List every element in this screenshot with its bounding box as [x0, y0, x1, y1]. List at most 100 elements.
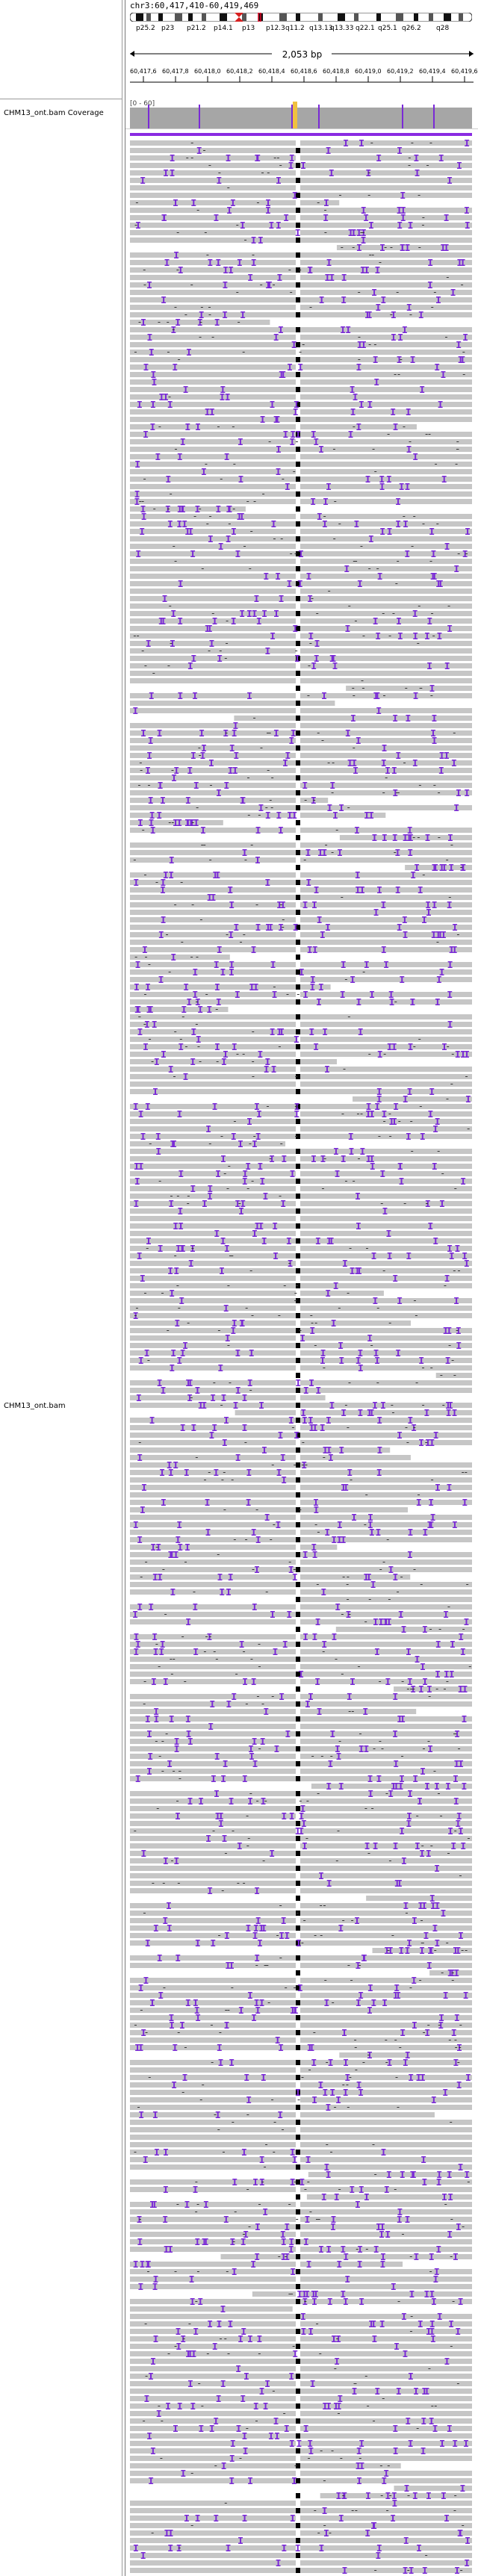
insertion-marker	[392, 311, 394, 318]
insertion-marker	[291, 2007, 294, 2014]
insertion-cap	[259, 1402, 264, 1403]
insertion-marker	[426, 1409, 428, 1416]
insertion-cap	[169, 2014, 174, 2016]
insertion-marker	[243, 849, 246, 856]
insertion-cap	[453, 1781, 459, 1782]
insertion-marker	[272, 961, 274, 968]
insertion-cap	[247, 1379, 252, 1381]
deletion-mark	[358, 292, 361, 293]
insertion-marker	[282, 1917, 285, 1924]
insertion-cap	[224, 1417, 229, 1418]
alignment-track[interactable]	[125, 133, 478, 2576]
insertion-cap	[456, 167, 462, 169]
insertion-cap	[374, 1654, 379, 1655]
deletion-mark	[233, 1539, 236, 1540]
read	[405, 865, 472, 870]
insertion-cap	[135, 227, 140, 229]
insertion-cap	[449, 1676, 454, 1677]
insertion-cap	[242, 849, 247, 851]
insertion-marker	[345, 1484, 347, 1491]
insertion-cap	[215, 1176, 220, 1177]
read	[130, 1567, 472, 1572]
insertion-marker	[261, 1999, 263, 2006]
insertion-cap	[289, 1813, 294, 1814]
insertion-marker	[221, 1267, 223, 1274]
insertion-cap	[158, 931, 164, 933]
insertion-marker	[146, 1940, 149, 1946]
insertion-marker	[195, 1648, 197, 1655]
insertion-cap	[335, 1745, 340, 1747]
read	[130, 1044, 472, 1049]
insertion-cap	[276, 1521, 281, 1523]
insertion-cap	[403, 1908, 409, 1909]
insertion-cap	[327, 810, 332, 811]
insertion-marker	[149, 334, 151, 341]
insertion-cap	[457, 2044, 462, 2046]
insertion-cap	[185, 429, 190, 430]
insertion-cap	[224, 453, 229, 455]
deletion-mark	[347, 1293, 350, 1294]
insertion-marker	[308, 2044, 311, 2051]
insertion-cap	[209, 1437, 214, 1438]
insertion-cap	[273, 1223, 278, 1224]
insertion-cap	[200, 757, 205, 759]
deletion-column	[296, 1119, 300, 1124]
read	[130, 940, 472, 945]
insertion-marker	[151, 812, 153, 819]
insertion-cap	[429, 685, 435, 686]
coverage-track[interactable]: [0 - 60]	[125, 99, 478, 129]
insertion-marker	[348, 1693, 350, 1700]
deletion-column	[296, 693, 300, 698]
alignment-track-name[interactable]: CHM13_ont.bam	[4, 1402, 66, 1410]
insertion-cap	[338, 849, 343, 851]
insertion-cap	[427, 662, 432, 664]
insertion-cap	[320, 1357, 326, 1359]
insertion-cap	[178, 1544, 183, 1545]
deletion-mark	[251, 1315, 254, 1316]
insertion-cap	[136, 1394, 141, 1396]
insertion-cap	[273, 1253, 279, 1254]
deletion-column	[296, 925, 300, 930]
insertion-cap	[226, 1706, 232, 1707]
insertion-cap	[170, 1589, 176, 1590]
insertion-cap	[138, 2044, 143, 2046]
deletion-column	[296, 1642, 300, 1647]
insertion-cap	[134, 1178, 140, 1179]
insertion-cap	[388, 1566, 394, 1568]
insertion-marker	[335, 1282, 337, 1289]
insertion-cap	[367, 1340, 373, 1341]
insertion-cap	[387, 533, 392, 535]
insertion-cap	[148, 1006, 153, 1008]
insertion-cap	[232, 1043, 237, 1045]
read	[130, 544, 472, 549]
insertion-cap	[427, 623, 432, 624]
chromosome-ideogram[interactable]	[130, 13, 472, 22]
insertion-cap	[394, 1103, 399, 1105]
insertion-marker	[295, 401, 297, 408]
insertion-marker	[187, 1618, 190, 1625]
deletion-column	[296, 1268, 300, 1273]
insertion-cap	[149, 1604, 154, 1605]
deletion-column	[296, 1649, 300, 1654]
insertion-cap	[398, 1611, 403, 1613]
deletion-column	[296, 723, 300, 728]
insertion-cap	[327, 804, 332, 806]
insertion-cap	[138, 1990, 143, 1991]
deletion-mark	[176, 232, 179, 233]
deletion-mark	[423, 2032, 426, 2033]
insertion-marker	[212, 1940, 214, 1946]
insertion-cap	[317, 1708, 322, 1710]
insertion-marker	[273, 1066, 275, 1073]
insertion-marker	[325, 498, 327, 505]
coverage-track-name[interactable]: CHM13_ont.bam Coverage	[4, 109, 104, 117]
deletion-column	[296, 1701, 300, 1707]
insertion-cap	[347, 765, 353, 766]
data-panel[interactable]: chr3:60,417,410-60,419,469 p25.2 p23 p21.2…	[125, 0, 478, 2576]
insertion-marker	[173, 775, 175, 781]
insertion-marker	[432, 730, 435, 736]
insertion-marker	[362, 237, 364, 243]
insertion-marker	[299, 364, 302, 370]
insertion-marker	[170, 1551, 172, 1558]
deletion-column	[296, 775, 300, 780]
cytoband	[146, 13, 151, 21]
